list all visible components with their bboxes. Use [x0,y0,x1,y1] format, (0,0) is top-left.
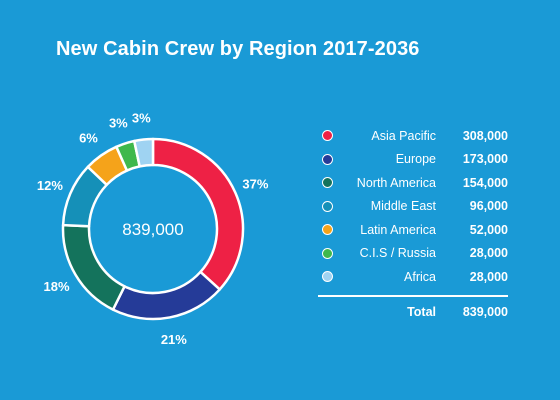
legend-swatch [322,200,333,212]
slice-north-america [61,223,126,311]
legend-label: Asia Pacific [371,128,436,143]
legend-value: 52,000 [469,222,508,237]
chart-title: New Cabin Crew by Region 2017-2036 [56,38,420,60]
legend-swatch [322,153,333,165]
slice-europe [111,270,221,321]
legend-label: Latin America [360,222,436,237]
percent-label: 6% [79,130,98,145]
legend-item: Asia Pacific 308,000 [318,124,508,148]
legend-total-row: Total 839,000 [318,299,508,325]
center-total-label: 839,000 [122,220,183,239]
legend-swatch [322,247,333,259]
legend-total-value: 839,000 [462,304,508,319]
percent-label: 3% [132,111,151,126]
legend-item: Latin America 52,000 [318,218,508,242]
legend-label: C.I.S / Russia [359,246,436,261]
donut-chart: 37% 21% 18% 12% 6% 3% 3% 839,000 [37,111,269,347]
legend-item: C.I.S / Russia 28,000 [318,242,508,266]
legend-total-label: Total [407,304,436,319]
legend-value: 28,000 [469,269,508,284]
percent-label: 12% [37,178,63,193]
legend-swatch [322,177,333,189]
legend-swatch [322,130,333,142]
legend-swatch [322,224,333,236]
legend-label: Europe [395,152,436,167]
legend-value: 154,000 [462,175,508,190]
percent-label: 18% [44,279,70,294]
legend-label: Africa [404,269,436,284]
legend-value: 173,000 [462,152,508,167]
legend-item: North America 154,000 [318,171,508,195]
percent-label: 21% [161,332,187,347]
legend-label: Middle East [370,199,436,214]
percent-label: 3% [109,115,128,130]
legend-item: Middle East 96,000 [318,195,508,219]
legend-value: 96,000 [469,199,508,214]
legend-value: 308,000 [462,128,508,143]
legend: Asia Pacific 308,000 Europe 173,000 North Am… [318,124,508,325]
slice-asia-pacific [151,137,245,291]
legend-item: Europe 173,000 [318,148,508,172]
legend-total-rule [318,294,508,297]
legend-swatch [322,271,333,283]
legend-item: Africa 28,000 [318,265,508,289]
percent-label: 37% [242,177,268,192]
legend-label: North America [356,175,436,190]
legend-value: 28,000 [469,246,508,261]
slice-africa [133,137,155,168]
